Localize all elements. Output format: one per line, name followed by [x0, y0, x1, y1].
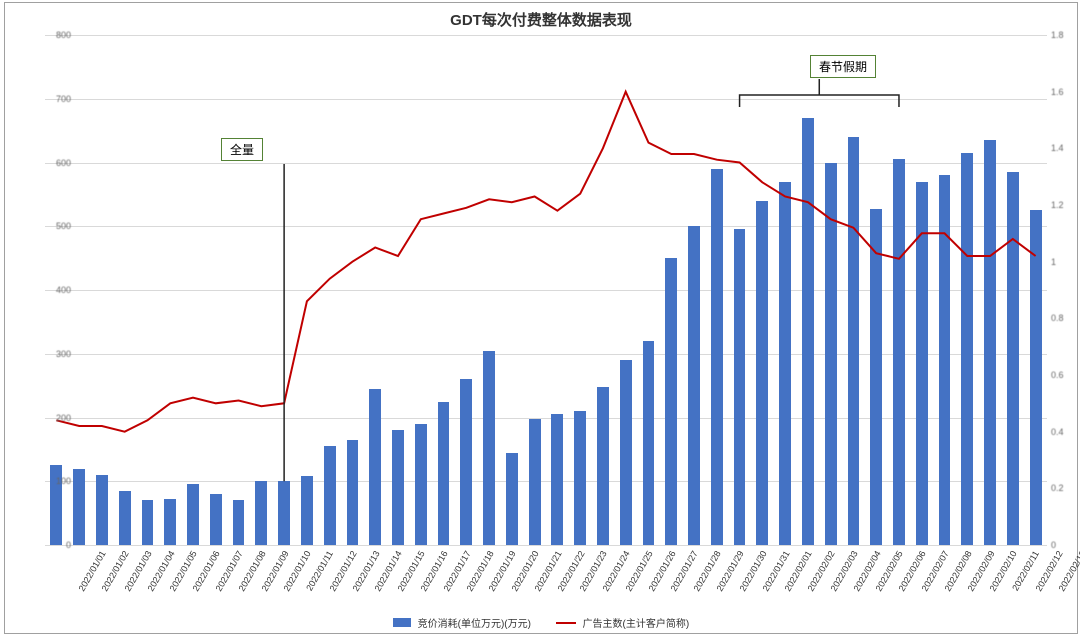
chart-title: GDT每次付费整体数据表现 — [5, 9, 1077, 30]
ytick-left: 100 — [56, 476, 71, 486]
ytick-left: 700 — [56, 94, 71, 104]
ytick-right: 0.2 — [1051, 483, 1064, 493]
ytick-right: 1.4 — [1051, 143, 1064, 153]
legend-item-bars: 竞价消耗(单位万元)(万元) — [418, 615, 531, 630]
ytick-right: 1.8 — [1051, 30, 1064, 40]
ytick-right: 1 — [1051, 257, 1056, 267]
ytick-left: 300 — [56, 349, 71, 359]
chart-frame: GDT每次付费整体数据表现 0100200300400500600700800 … — [4, 2, 1078, 634]
ytick-right: 1.6 — [1051, 87, 1064, 97]
legend-line-swatch — [556, 622, 576, 624]
ytick-left: 800 — [56, 30, 71, 40]
legend: 竞价消耗(单位万元)(万元) 广告主数(主计客户简称) — [5, 615, 1077, 630]
ytick-right: 0.4 — [1051, 427, 1064, 437]
annotation-holiday: 春节假期 — [810, 55, 876, 78]
legend-item-line: 广告主数(主计客户简称) — [583, 615, 690, 630]
annotation-layer — [45, 35, 1047, 545]
ytick-right: 0.6 — [1051, 370, 1064, 380]
ytick-left: 500 — [56, 221, 71, 231]
ytick-left: 600 — [56, 158, 71, 168]
legend-bar-swatch — [393, 618, 411, 627]
annotation-quanliang: 全量 — [221, 138, 263, 161]
annotation-bracket — [740, 79, 899, 107]
ytick-left: 400 — [56, 285, 71, 295]
plot-area — [45, 35, 1047, 545]
ytick-right: 0.8 — [1051, 313, 1064, 323]
ytick-left: 200 — [56, 413, 71, 423]
ytick-right: 1.2 — [1051, 200, 1064, 210]
x-axis-labels: 2022/01/012022/01/022022/01/032022/01/04… — [45, 545, 1047, 605]
